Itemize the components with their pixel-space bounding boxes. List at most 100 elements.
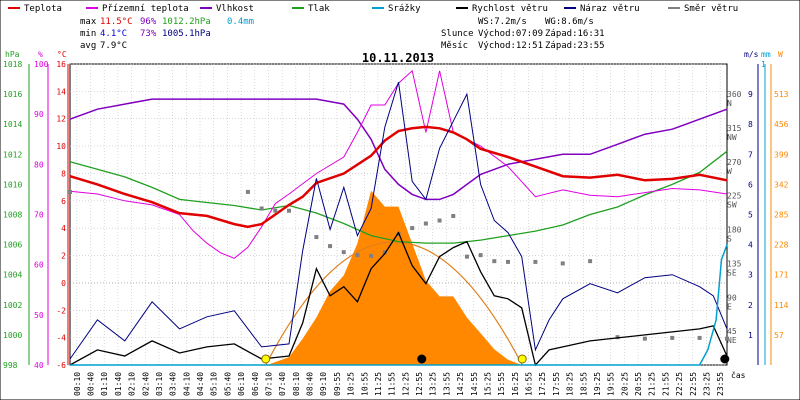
wind-direction-point [314, 235, 319, 240]
pressure-tick: 998 [3, 361, 18, 370]
wind-speed-tick: 5 [748, 211, 753, 220]
x-tick-label: 07:10 [264, 372, 273, 396]
moonrise: Východ:12:51 [478, 41, 543, 51]
wind-dir-tick: 360 [727, 90, 742, 99]
min-label: min [80, 29, 96, 39]
solar-tick: 228 [774, 241, 789, 250]
pressure-tick: 1014 [3, 120, 22, 129]
x-tick-label: 16:25 [511, 372, 520, 396]
wind-dir-letter: N [727, 99, 732, 108]
sunrise: Východ:07:09 [478, 29, 543, 39]
x-tick-label: 19:25 [593, 372, 602, 396]
humidity-tick: 40 [34, 361, 44, 370]
wind-dir-tick: 135 [727, 259, 742, 268]
x-axis-ticks: 00:10 00:40 01:10 01:40 02:10 02:40 03:10 03:40… [73, 372, 725, 396]
x-tick-label: 10:25 [347, 372, 356, 396]
wind-direction-point [287, 208, 291, 213]
x-tick-label: 10:55 [360, 372, 369, 396]
temperature-tick: -4 [56, 334, 66, 343]
x-tick-label: 12:55 [415, 372, 424, 396]
pressure-tick: 1002 [3, 301, 22, 310]
x-tick-label: 16:55 [525, 372, 534, 396]
wind-speed-tick: 3 [748, 271, 753, 280]
sun-moon-markers [261, 354, 730, 364]
wind-dir-tick: 90 [727, 293, 737, 302]
wind-direction-point [341, 250, 346, 255]
series-rychlost-vetru [69, 231, 728, 367]
wind-direction-point [369, 253, 374, 258]
humidity-unit: % [38, 50, 43, 59]
x-tick-label: 21:55 [661, 372, 670, 396]
legend-label: Tlak [308, 4, 330, 14]
x-tick-label: 02:40 [141, 372, 150, 396]
info-block: WS:7.2m/s WG:8.6m/s Slunce Východ:07:09 … [441, 17, 605, 51]
temperature-tick: 8 [61, 169, 66, 178]
wind-direction-point [560, 261, 565, 266]
sun-path-arc [265, 241, 523, 366]
legend-label: Teplota [24, 4, 62, 14]
x-tick-label: 00:40 [87, 372, 96, 396]
moon-label: Měsíc [441, 41, 468, 51]
temperature-tick: 10 [56, 142, 66, 151]
x-tick-label: 08:40 [306, 372, 315, 396]
humidity-tick: 90 [34, 110, 44, 119]
x-tick-label: 04:10 [182, 372, 191, 396]
min-temp: 4.1°C [100, 29, 127, 39]
series-prizemni-teplota [69, 69, 728, 259]
solar-tick: 285 [774, 211, 789, 220]
axis-units: hPa % °C m/s mm W čas [5, 50, 783, 380]
wind-direction-point [423, 221, 428, 226]
x-tick-label: 14:25 [456, 372, 465, 396]
wind-speed-tick: 6 [748, 180, 753, 189]
x-tick-label: 09:55 [333, 372, 342, 396]
moonset: Západ:23:55 [545, 41, 605, 51]
wind-speed-tick: 4 [748, 241, 753, 250]
wind-speed-tick: 1 [748, 331, 753, 340]
temperature-tick: -6 [56, 361, 66, 370]
solar-tick: 57 [774, 331, 784, 340]
avg-label: avg [80, 41, 96, 51]
wind-direction-point [506, 259, 510, 264]
x-tick-label: 21:25 [648, 372, 657, 396]
x-tick-label: 05:10 [210, 372, 219, 396]
wind-direction-point [615, 335, 620, 340]
series-tlak [69, 150, 728, 244]
temperature-unit: °C [57, 50, 67, 59]
sun-marker [517, 354, 527, 364]
legend-label: Rychlost větru [472, 4, 548, 14]
sun-label: Slunce [441, 29, 474, 39]
wind-direction-point [245, 189, 250, 194]
x-tick-label: 03:40 [169, 372, 178, 396]
temperature-tick: 2 [61, 252, 66, 261]
x-tick-label: 12:25 [401, 372, 410, 396]
stats-block: max 11.5°C 96% 1012.2hPa 0.4mm min 4.1°C… [80, 17, 254, 51]
solar-tick: 342 [774, 180, 789, 189]
wind-direction-point [451, 214, 456, 219]
legend-label: Vlhkost [216, 4, 254, 14]
x-tick-label: 13:55 [442, 372, 451, 396]
rain-unit: mm [761, 50, 771, 59]
legend-label: Směr větru [684, 4, 738, 14]
wind-speed-tick: 9 [748, 90, 753, 99]
x-tick-label: 00:10 [73, 372, 82, 396]
wind-direction-point [355, 253, 360, 258]
wind-direction-point [68, 189, 72, 194]
legend: Teplota Přízemní teplota Vlhkost Tlak Srážky… [8, 4, 738, 14]
moon-marker [417, 354, 427, 364]
x-tick-label: 19:55 [607, 372, 616, 396]
sunset: Západ:16:31 [545, 29, 605, 39]
wind-direction-point [437, 218, 442, 223]
series-vlhkost [69, 98, 728, 201]
x-tick-label: 01:40 [114, 372, 123, 396]
grid [69, 63, 728, 366]
x-tick-label: 03:10 [155, 372, 164, 396]
max-temp: 11.5°C [100, 17, 133, 27]
temperature-tick: 14 [56, 87, 66, 96]
wind-direction-point [259, 206, 264, 211]
moon-marker [720, 354, 730, 364]
wind-dir-tick: 45 [727, 327, 737, 336]
wind-direction-point [410, 226, 415, 231]
temperature-tick: 4 [61, 224, 66, 233]
pressure-tick: 1012 [3, 150, 22, 159]
